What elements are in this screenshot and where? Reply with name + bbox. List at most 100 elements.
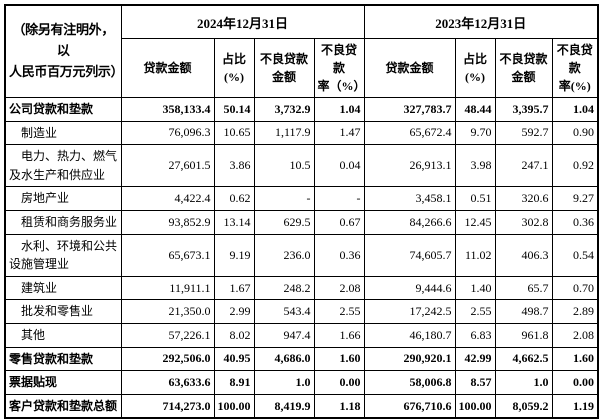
table-row-water-environment-public: 水利、环境和公共 设施管理业 65,673.1 9.19 236.0 0.36 …: [4, 233, 599, 277]
cell-2023-npl-amount: 961.8: [494, 322, 553, 348]
row-label: 建筑业: [4, 275, 122, 301]
cell-2023-npl-ratio: 0.92: [551, 144, 599, 188]
cell-2024-npl-amount: 629.5: [253, 209, 315, 235]
cell-2023-share: 1.40: [454, 275, 496, 301]
cell-2024-loan-amount: 93,852.9: [120, 209, 215, 235]
cell-2024-npl-amount: 236.0: [253, 233, 315, 277]
cell-2023-npl-ratio: 0.90: [551, 120, 599, 146]
table-row-others: 其他 57,226.1 8.02 947.4 1.66 46,180.7 6.8…: [4, 322, 599, 348]
cell-2023-loan-amount: 676,710.6: [363, 393, 456, 419]
cell-2023-share: 100.00: [454, 393, 496, 419]
cell-2024-share: 9.19: [213, 233, 255, 277]
cell-2024-share: 50.14: [213, 97, 255, 122]
cell-2024-loan-amount: 57,226.1: [120, 322, 215, 348]
cell-2023-npl-amount: 1.0: [494, 370, 553, 395]
period-2024-header: 2024年12月31日: [120, 4, 365, 39]
cell-2024-loan-amount: 11,911.1: [120, 275, 215, 301]
cell-2024-npl-ratio: 0.00: [313, 370, 365, 395]
cell-2023-share: 9.70: [454, 120, 496, 146]
cell-2023-share: 12.45: [454, 209, 496, 235]
row-label: 零售贷款和垫款: [4, 346, 122, 372]
cell-2023-loan-amount: 65,672.4: [363, 120, 456, 146]
table-row-corporate-loans: 公司贷款和垫款 358,133.4 50.14 3,732.9 1.04 327…: [4, 97, 599, 122]
cell-2024-npl-ratio: 0.04: [313, 144, 365, 188]
cell-2023-loan-amount: 17,242.5: [363, 299, 456, 324]
cell-2024-share: 10.65: [213, 120, 255, 146]
cell-2023-npl-ratio: 1.60: [551, 346, 599, 372]
col-header-2023-npl-ratio: 不良贷款 率(%): [551, 38, 599, 98]
cell-2023-loan-amount: 84,266.6: [363, 209, 456, 235]
cell-2023-share: 3.98: [454, 144, 496, 188]
table-row-construction: 建筑业 11,911.1 1.67 248.2 2.08 9,444.6 1.4…: [4, 275, 599, 301]
loan-distribution-table: （除另有注明外，以 人民币百万元列示） 2024年12月31日 2023年12月…: [4, 4, 600, 419]
cell-2023-npl-amount: 247.1: [494, 144, 553, 188]
period-2023-header: 2023年12月31日: [363, 4, 599, 39]
cell-2023-share: 6.83: [454, 322, 496, 348]
row-label: 水利、环境和公共 设施管理业: [4, 233, 122, 277]
table-row-utilities: 电力、热力、燃气 及水生产和供应业 27,601.5 3.86 10.5 0.0…: [4, 144, 599, 188]
cell-2024-npl-amount: 248.2: [253, 275, 315, 301]
table-row-wholesale-retail: 批发和零售业 21,350.0 2.99 543.4 2.55 17,242.5…: [4, 299, 599, 324]
cell-2024-share: 8.02: [213, 322, 255, 348]
cell-2023-npl-ratio: 2.08: [551, 322, 599, 348]
cell-2024-loan-amount: 76,096.3: [120, 120, 215, 146]
col-header-2024-npl-ratio: 不良贷款 率（%）: [313, 38, 365, 98]
table-row-discounted-bills: 票据贴现 63,633.6 8.91 1.0 0.00 58,006.8 8.5…: [4, 370, 599, 395]
cell-2023-share: 8.57: [454, 370, 496, 395]
row-label: 其他: [4, 322, 122, 348]
cell-2023-loan-amount: 327,783.7: [363, 97, 456, 122]
cell-2023-npl-ratio: 1.04: [551, 97, 599, 122]
cell-2024-share: 13.14: [213, 209, 255, 235]
cell-2024-npl-ratio: 1.60: [313, 346, 365, 372]
cell-2023-loan-amount: 74,605.7: [363, 233, 456, 277]
cell-2024-loan-amount: 292,506.0: [120, 346, 215, 372]
cell-2024-share: 2.99: [213, 299, 255, 324]
cell-2023-share: 0.51: [454, 186, 496, 211]
cell-2024-npl-amount: 1,117.9: [253, 120, 315, 146]
cell-2023-loan-amount: 290,920.1: [363, 346, 456, 372]
cell-2023-npl-amount: 8,059.2: [494, 393, 553, 419]
cell-2023-npl-ratio: 9.27: [551, 186, 599, 211]
loan-distribution-page: （除另有注明外，以 人民币百万元列示） 2024年12月31日 2023年12月…: [4, 4, 600, 419]
col-header-2023-npl-amount: 不良贷款 金额: [494, 38, 553, 98]
cell-2023-loan-amount: 58,006.8: [363, 370, 456, 395]
col-header-2024-npl-amount: 不良贷款 金额: [253, 38, 315, 98]
cell-2023-npl-amount: 498.7: [494, 299, 553, 324]
cell-2024-npl-amount: 4,686.0: [253, 346, 315, 372]
cell-2023-loan-amount: 26,913.1: [363, 144, 456, 188]
cell-2023-share: 42.99: [454, 346, 496, 372]
cell-2024-share: 3.86: [213, 144, 255, 188]
cell-2024-npl-ratio: 2.08: [313, 275, 365, 301]
row-label: 客户贷款和垫款总额: [4, 393, 122, 419]
cell-2024-share: 0.62: [213, 186, 255, 211]
cell-2024-npl-ratio: 1.04: [313, 97, 365, 122]
cell-2023-npl-ratio: 0.00: [551, 370, 599, 395]
cell-2024-loan-amount: 63,633.6: [120, 370, 215, 395]
cell-2023-npl-amount: 302.8: [494, 209, 553, 235]
cell-2024-npl-ratio: 1.66: [313, 322, 365, 348]
cell-2023-loan-amount: 3,458.1: [363, 186, 456, 211]
table-row-real-estate: 房地产业 4,422.4 0.62 - - 3,458.1 0.51 320.6…: [4, 186, 599, 211]
cell-2023-share: 11.02: [454, 233, 496, 277]
cell-2024-loan-amount: 65,673.1: [120, 233, 215, 277]
cell-2024-npl-amount: 1.0: [253, 370, 315, 395]
cell-2023-share: 2.55: [454, 299, 496, 324]
table-row-leasing-business-services: 租赁和商务服务业 93,852.9 13.14 629.5 0.67 84,26…: [4, 209, 599, 235]
cell-2023-npl-amount: 65.7: [494, 275, 553, 301]
row-label: 公司贷款和垫款: [4, 97, 122, 122]
col-header-2023-share: 占比 (%): [454, 38, 496, 98]
row-label: 制造业: [4, 120, 122, 146]
cell-2023-npl-amount: 320.6: [494, 186, 553, 211]
cell-2023-npl-amount: 406.3: [494, 233, 553, 277]
cell-2024-npl-amount: 3,732.9: [253, 97, 315, 122]
cell-2024-npl-ratio: 1.18: [313, 393, 365, 419]
cell-2024-loan-amount: 4,422.4: [120, 186, 215, 211]
row-label: 批发和零售业: [4, 299, 122, 324]
cell-2024-npl-ratio: 0.67: [313, 209, 365, 235]
cell-2024-npl-amount: -: [253, 186, 315, 211]
cell-2023-npl-ratio: 0.54: [551, 233, 599, 277]
row-label: 租赁和商务服务业: [4, 209, 122, 235]
cell-2024-npl-ratio: 0.36: [313, 233, 365, 277]
cell-2024-share: 40.95: [213, 346, 255, 372]
cell-2024-npl-ratio: 2.55: [313, 299, 365, 324]
